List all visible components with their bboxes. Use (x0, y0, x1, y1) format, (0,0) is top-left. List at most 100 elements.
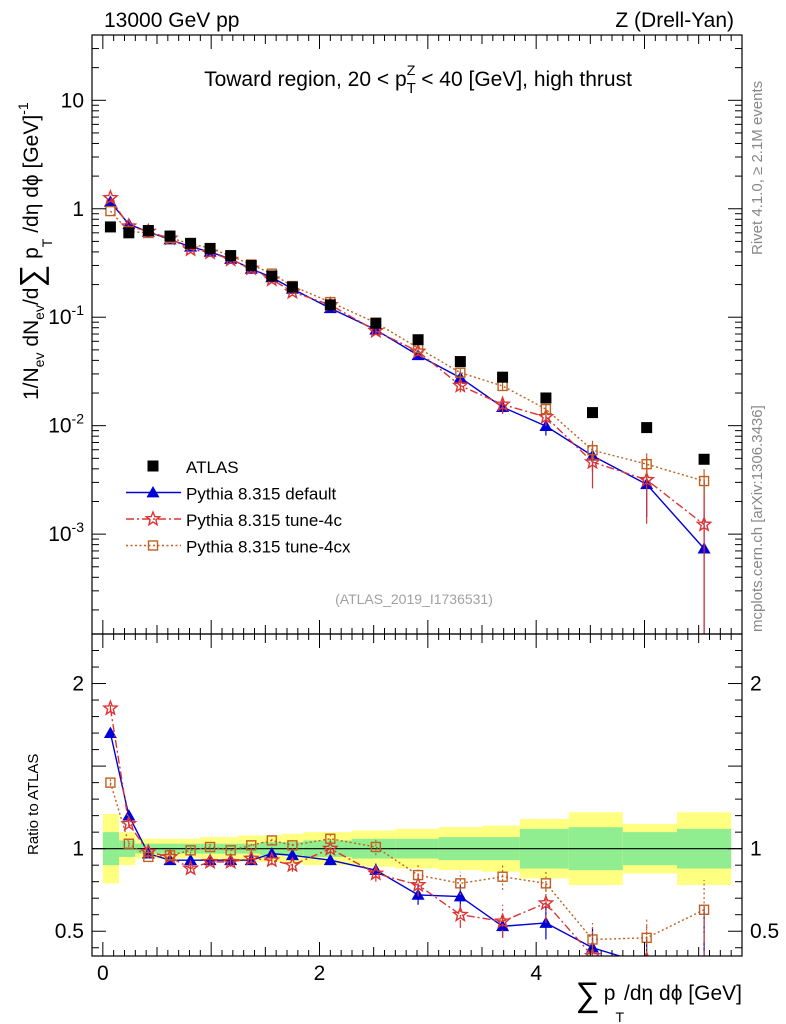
ratio-point (494, 912, 512, 929)
data-point (454, 356, 466, 368)
x-tick-label: 2 (314, 962, 326, 985)
ratio-panel (92, 699, 742, 979)
ratio-panel-frame (91, 633, 743, 957)
mc-point (494, 395, 512, 412)
data-point (286, 281, 298, 293)
data-point (412, 334, 424, 346)
ratio-point (283, 856, 301, 873)
legend-marker (146, 486, 160, 498)
legend-label: ATLAS (186, 458, 239, 477)
ratio-y-tick-label-right: 0.5 (750, 920, 779, 943)
mc-point (698, 475, 710, 487)
ratio-y-axis-label: Ratio to ATLAS (25, 754, 42, 855)
legend-label: Pythia 8.315 tune-4cx (186, 538, 351, 557)
legend-marker (147, 540, 159, 551)
data-point (266, 270, 278, 282)
ratio-point (201, 852, 219, 870)
ratio-point (225, 845, 236, 856)
mc-point (583, 453, 602, 470)
ratio-point (120, 814, 138, 832)
ratio-y-tick-label-right: 2 (750, 673, 762, 696)
data-point (497, 371, 509, 383)
ratio-point (105, 777, 116, 788)
ratio-point (644, 950, 649, 956)
ratio-y-tick-label-left: 0.5 (55, 920, 84, 943)
x-axis-label: ∑ pT/dη dϕ [GeV] (576, 976, 743, 1024)
ratio-point (184, 853, 198, 866)
ratio-point (497, 871, 508, 882)
legend: ATLAS Pythia 8.315 default Pythia 8.315 tu… (126, 458, 351, 557)
mc-point (638, 470, 656, 488)
ratio-point (587, 934, 598, 945)
ratio-point (323, 853, 337, 866)
x-tick-label: 0 (97, 962, 109, 985)
header-process-label: Z (Drell-Yan) (615, 9, 734, 32)
ratio-point (451, 905, 469, 923)
data-point (104, 221, 116, 233)
y-tick-label: 1 (72, 198, 84, 221)
ratio-point (540, 878, 552, 889)
data-point (142, 225, 154, 237)
data-point (587, 407, 598, 419)
y-tick-label: 10 (61, 89, 84, 112)
data-point (370, 317, 382, 329)
mc-point (540, 403, 552, 415)
legend-label: Pythia 8.315 tune-4c (186, 511, 342, 530)
ratio-point (285, 848, 299, 861)
ratio-point (641, 932, 652, 944)
ratio-point (164, 850, 176, 861)
mc-point (695, 515, 713, 532)
ratio-point (321, 839, 339, 856)
ratio-point (185, 845, 196, 856)
ratio-y-tick-label-right: 1 (750, 838, 762, 861)
rivet-version-label: Rivet 4.1.0, ≥ 2.1M events (749, 81, 766, 255)
data-point (164, 230, 176, 242)
data-point (204, 243, 216, 255)
y-tick-label: 10-1 (48, 302, 84, 329)
ratio-point (325, 833, 336, 844)
data-point (123, 227, 135, 239)
y-tick-label: 10-2 (48, 411, 84, 438)
ratio-point (122, 809, 136, 821)
ratio-point (453, 890, 467, 902)
analysis-id-label: (ATLAS_2019_I1736531) (335, 591, 493, 607)
mc-point (101, 188, 119, 206)
data-point (225, 250, 237, 262)
ratio-point (697, 966, 710, 979)
ratio-point (412, 869, 424, 881)
ratio-point (123, 838, 135, 849)
mc-point (641, 458, 652, 470)
ratio-point (370, 841, 382, 853)
mc-point (451, 376, 469, 393)
x-tick-label: 4 (530, 962, 542, 985)
data-point (185, 237, 197, 249)
mc-point (105, 205, 116, 217)
ratio-y-tick-label-left: 1 (72, 838, 84, 861)
ratio-point (246, 840, 257, 851)
data-point (540, 392, 552, 404)
data-point (324, 299, 336, 311)
ratio-point (143, 851, 154, 863)
ratio-point (204, 841, 216, 853)
ratio-point (367, 864, 385, 881)
mc-point (455, 367, 466, 378)
ratio-point (455, 878, 466, 889)
ratio-point (583, 947, 602, 956)
ratio-point (263, 851, 281, 868)
ratio-point (266, 835, 278, 846)
ratio-point (222, 852, 240, 870)
main-panel (101, 188, 713, 634)
ratio-point (698, 904, 710, 915)
legend-marker (144, 510, 162, 527)
ratio-point (103, 726, 117, 738)
mc-point (587, 445, 598, 456)
mcplots-label: mcplots.cern.ch [arXiv:1306.3436] (749, 405, 766, 632)
ratio-point (640, 958, 653, 969)
header-energy-label: 13000 GeV pp (104, 9, 239, 32)
legend-label: Pythia 8.315 default (186, 485, 337, 504)
ratio-point (537, 894, 555, 911)
ratio-point (101, 699, 119, 716)
ratio-y-tick-label-left: 2 (72, 673, 84, 696)
ratio-point (242, 849, 260, 866)
